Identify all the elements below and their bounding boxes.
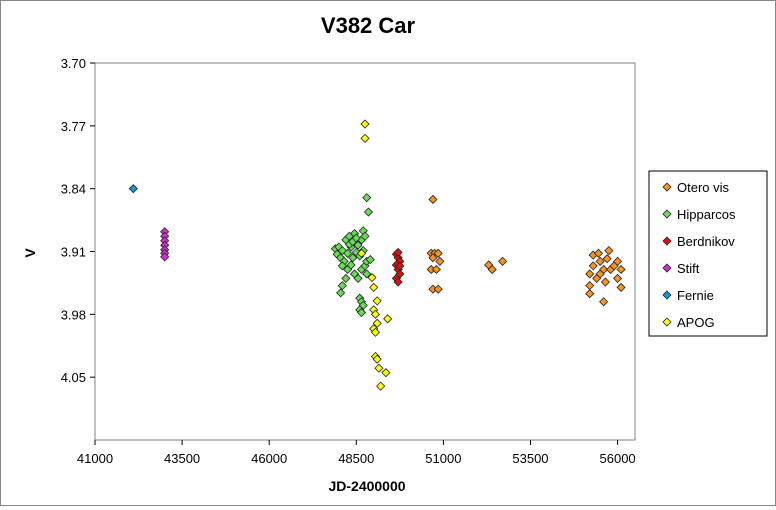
legend-marker [662, 209, 672, 219]
legend-label: Stift [677, 261, 700, 276]
data-point [362, 269, 372, 279]
data-point [372, 354, 382, 364]
data-point [376, 381, 386, 391]
y-tick-label: 3.91 [61, 245, 86, 260]
data-point [372, 318, 382, 328]
data-point [337, 281, 347, 291]
data-point [602, 254, 612, 264]
data-point [356, 248, 367, 258]
series-2 [391, 247, 405, 287]
x-tick-label: 51000 [425, 451, 461, 466]
legend-label: Otero vis [677, 180, 730, 195]
data-point [604, 246, 614, 256]
legend-label: Fernie [677, 288, 714, 303]
data-point [353, 240, 363, 250]
data-point [372, 296, 382, 306]
legend-marker [662, 236, 672, 246]
series-5 [356, 119, 393, 391]
data-point [383, 314, 393, 324]
data-point [599, 297, 609, 307]
data-point [613, 273, 623, 283]
y-axis-label: V [22, 248, 38, 258]
data-point [585, 289, 595, 299]
y-axis: 3.70 3.77 3.84 3.91 3.98 4.05 [61, 56, 95, 385]
data-point [613, 256, 623, 266]
data-point [585, 269, 595, 279]
data-point [374, 363, 384, 373]
data-point [393, 277, 403, 287]
data-point [360, 119, 370, 129]
series-4 [128, 184, 138, 194]
data-point [431, 264, 441, 275]
data-point [616, 282, 626, 292]
x-tick-label: 41000 [77, 451, 113, 466]
data-point [433, 248, 443, 258]
data-point [346, 260, 356, 270]
data-point [128, 184, 138, 194]
x-tick-label: 46000 [251, 451, 287, 466]
legend-label: Hipparcos [677, 207, 736, 222]
data-point [356, 307, 367, 318]
legend-marker [662, 317, 672, 327]
data-points [128, 119, 626, 391]
data-point [348, 253, 358, 263]
data-point [336, 288, 346, 298]
data-point [341, 273, 351, 283]
y-tick-label: 4.05 [61, 370, 86, 385]
legend: Otero vis Hipparcos Berdnikov Stift Fernie AP… [648, 170, 768, 337]
data-point [593, 248, 603, 258]
data-point [370, 327, 381, 337]
legend-label: Berdnikov [677, 234, 735, 249]
series-3 [160, 227, 170, 262]
data-point [435, 256, 445, 266]
legend-marker [662, 290, 672, 300]
x-axis: 41000 43500 46000 48500 51000 53500 56000 [77, 440, 636, 466]
y-tick-label: 3.77 [61, 119, 86, 134]
x-axis-label: JD-2400000 [328, 478, 405, 494]
data-point [395, 261, 405, 271]
data-point [433, 284, 443, 294]
data-point [595, 256, 605, 266]
data-point [353, 273, 363, 283]
data-point [428, 194, 438, 205]
data-point [599, 264, 609, 275]
legend-marker [662, 182, 672, 192]
x-tick-label: 43500 [164, 451, 200, 466]
data-point [393, 247, 403, 257]
data-point [370, 309, 381, 319]
data-point [487, 264, 497, 275]
x-tick-label: 56000 [600, 451, 636, 466]
data-point [343, 248, 353, 258]
legend-marker [662, 263, 672, 273]
data-point [616, 264, 626, 275]
data-point [362, 193, 372, 203]
chart-title: V382 Car [321, 13, 416, 38]
data-point [363, 207, 374, 217]
legend-label: APOG [677, 315, 715, 330]
data-point [588, 261, 598, 271]
y-tick-label: 3.98 [61, 307, 86, 322]
data-point [498, 256, 508, 266]
x-tick-label: 48500 [338, 451, 374, 466]
data-point [160, 252, 170, 262]
data-point [600, 277, 610, 287]
data-point [360, 133, 370, 143]
data-point [337, 261, 347, 271]
series-0 [426, 194, 626, 307]
data-point [367, 272, 377, 283]
legend-box [648, 170, 768, 337]
data-point [365, 255, 375, 265]
data-point [369, 282, 379, 292]
x-tick-label: 53500 [512, 451, 548, 466]
y-tick-label: 3.70 [61, 56, 86, 71]
series-1 [330, 193, 375, 318]
data-point [428, 253, 438, 263]
data-point [360, 231, 370, 241]
y-tick-label: 3.84 [61, 182, 86, 197]
data-point [381, 368, 391, 378]
data-point [351, 233, 361, 243]
